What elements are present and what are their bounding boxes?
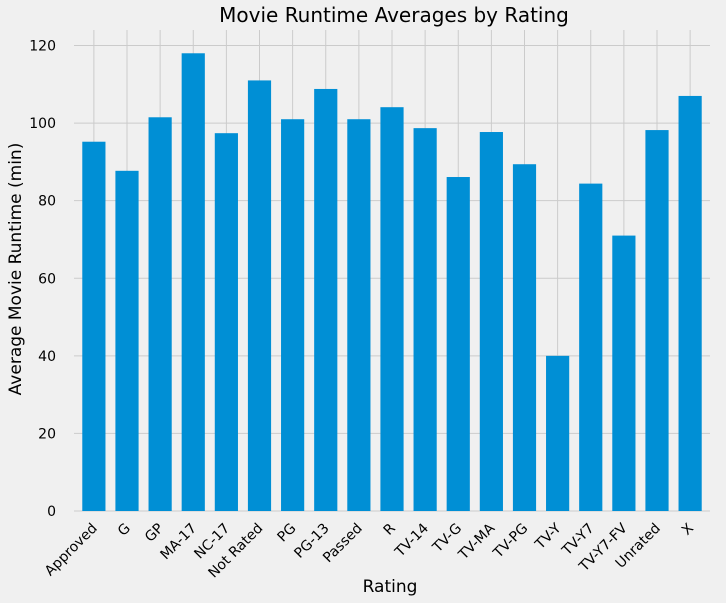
bar bbox=[247, 80, 272, 511]
bar bbox=[446, 177, 470, 511]
bar bbox=[612, 235, 636, 511]
y-tick-label: 40 bbox=[38, 349, 56, 365]
bar bbox=[181, 53, 205, 511]
chart-title: Movie Runtime Averages by Rating bbox=[219, 3, 569, 27]
bar bbox=[678, 95, 702, 512]
bar bbox=[148, 117, 172, 511]
y-axis-ticks: 0 20 40 60 80 100 120 bbox=[29, 39, 56, 520]
y-tick-label: 100 bbox=[29, 116, 56, 132]
bar bbox=[380, 107, 404, 511]
bar bbox=[214, 133, 238, 511]
bar bbox=[413, 128, 437, 511]
y-axis-label: Average Movie Runtime (min) bbox=[6, 143, 26, 396]
bar bbox=[82, 141, 106, 511]
y-tick-label: 60 bbox=[38, 271, 56, 287]
y-tick-label: 20 bbox=[38, 426, 56, 442]
bar bbox=[546, 355, 570, 511]
bar bbox=[512, 164, 537, 511]
bar bbox=[579, 183, 603, 511]
bar bbox=[281, 119, 305, 511]
bar bbox=[645, 130, 669, 511]
bar bbox=[347, 119, 371, 511]
y-tick-label: 0 bbox=[47, 504, 56, 520]
x-axis-label: Rating bbox=[363, 577, 418, 597]
bar bbox=[479, 132, 503, 511]
y-tick-label: 80 bbox=[38, 194, 56, 210]
bar bbox=[314, 88, 338, 511]
bars bbox=[82, 53, 702, 512]
y-tick-label: 120 bbox=[29, 39, 56, 55]
bar bbox=[115, 170, 139, 511]
